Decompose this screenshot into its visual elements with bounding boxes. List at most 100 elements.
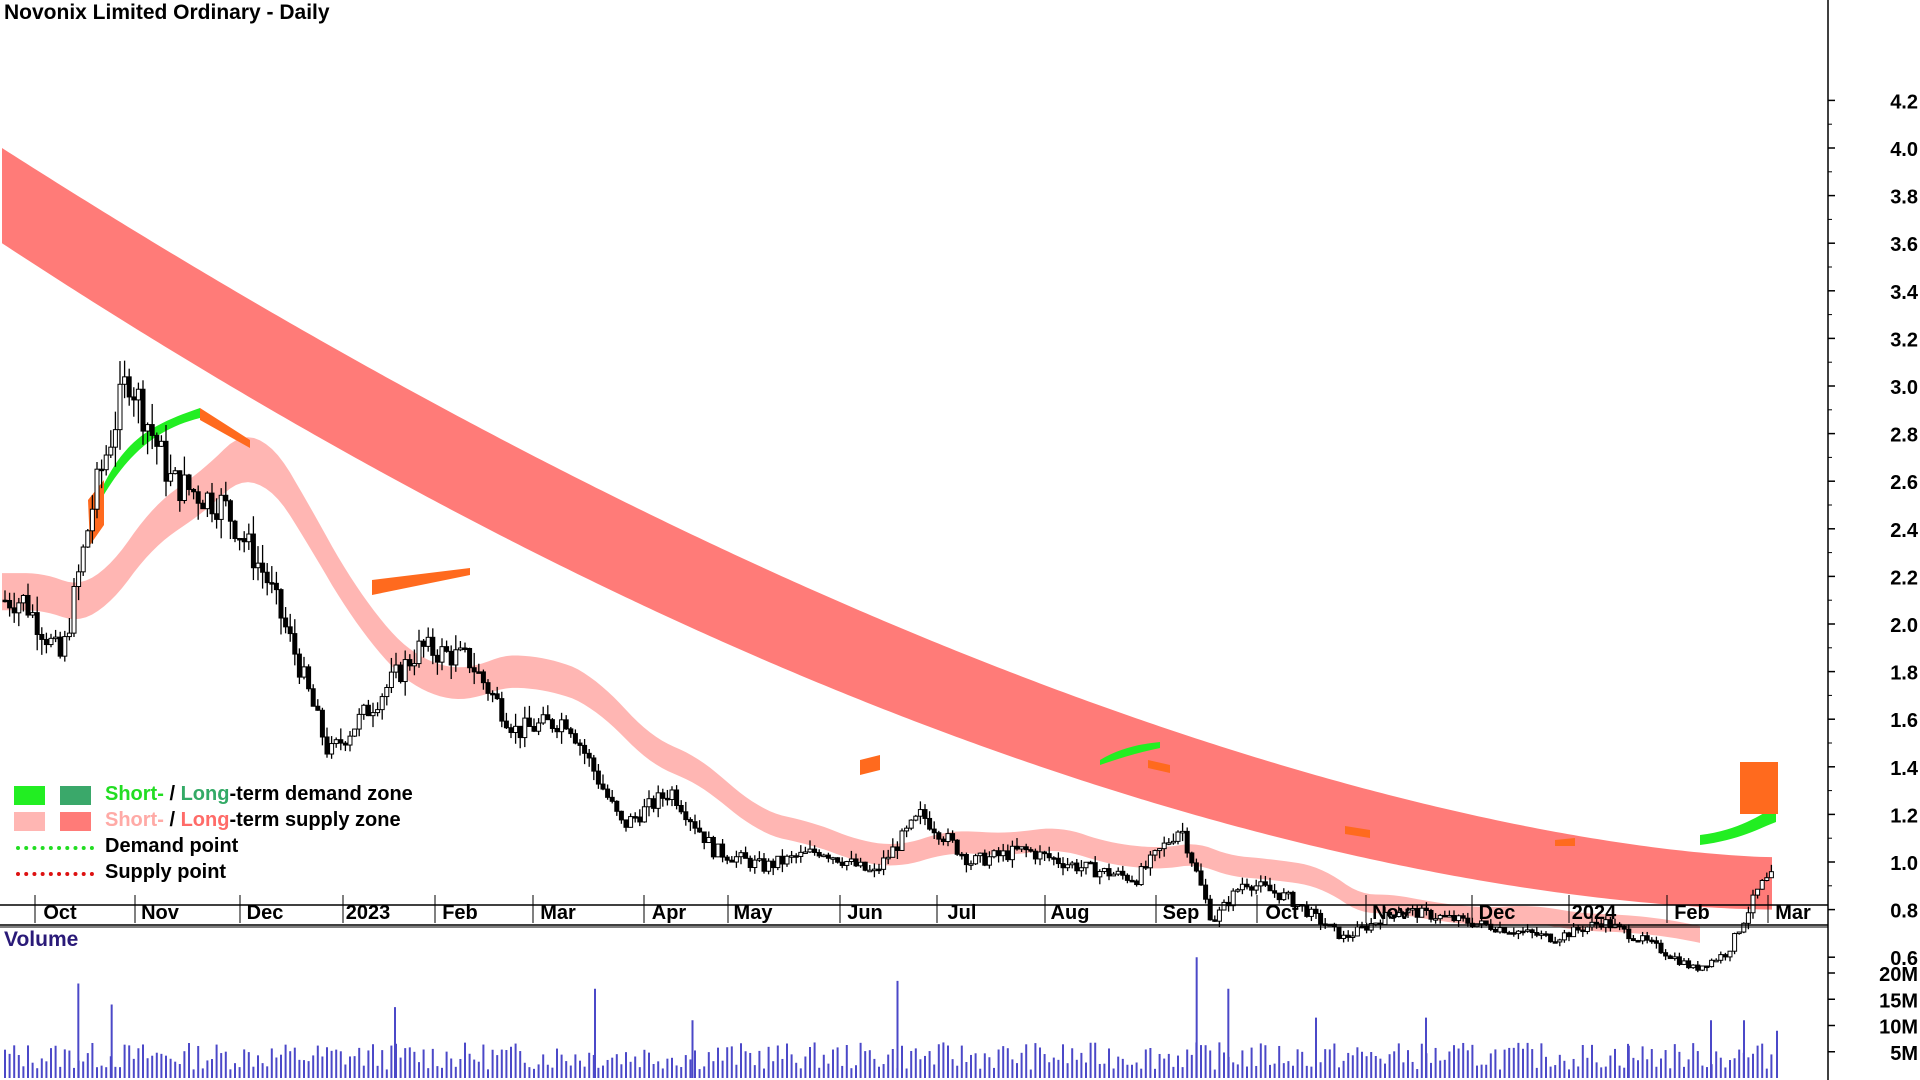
candle-body [352,728,358,737]
candle [687,817,693,831]
candle [1207,894,1213,921]
candle-body [1308,908,1314,917]
candle-body [982,852,988,866]
candle [1046,846,1052,862]
candle [720,839,726,863]
candle [1092,856,1098,878]
candle [605,784,611,800]
candle [11,592,17,623]
candle [1166,838,1172,846]
candle-body [1571,926,1577,938]
candle-body [135,388,141,401]
candle-body [835,857,841,863]
candle-body [195,491,201,504]
candle-body [16,602,22,614]
candle-body [1690,964,1696,969]
candle-body [1442,914,1448,918]
candle [1180,822,1186,842]
candle-body [1718,954,1724,961]
candle [1239,877,1245,895]
y-tick-label: 0.8 [1890,901,1918,923]
candle-body [315,705,321,711]
candle [1722,952,1728,961]
candle [444,640,450,653]
candle-body [1267,884,1273,892]
candle [223,481,229,507]
candle [959,851,965,860]
candle [1561,929,1567,943]
candle-body [384,687,390,698]
candle-body [1051,857,1057,860]
candle-body [342,742,348,746]
candle [683,801,689,826]
candle-body [296,653,302,678]
y-tick-label: 2.6 [1890,472,1918,494]
candle [1663,949,1669,961]
vol-tick-label: 5M [1890,1043,1918,1065]
candle [287,613,293,642]
y-tick-label: 1.4 [1890,758,1919,780]
candle-body [1525,929,1531,932]
candle [94,462,100,519]
candle-body [591,757,597,772]
candle [1281,888,1287,901]
candle-body [605,788,611,798]
candle-body [646,798,652,808]
candle [1396,906,1402,918]
candle [1557,938,1563,947]
candle-body [913,815,919,821]
candle-body [632,816,638,819]
candle [306,664,312,692]
candle [1768,864,1774,879]
candle [1083,861,1089,875]
candle-body [1492,928,1498,933]
candle-body [531,725,537,732]
candle [384,684,390,706]
candle-body [1253,885,1259,891]
candle [453,635,459,672]
y-tick-label: 1.6 [1890,710,1918,732]
candle-body [1161,842,1167,850]
candle-body [628,816,634,828]
y-tick-label: 1.8 [1890,663,1918,685]
candle [1341,930,1347,943]
candle [227,499,233,540]
candle-body [1584,926,1590,932]
candle-body [241,538,247,543]
candle-body [549,719,555,729]
candle-body [862,861,868,871]
candle [1235,888,1241,893]
candle-body [1566,932,1572,938]
candle [112,411,118,467]
candle [982,849,988,867]
candle-body [1750,894,1756,914]
candle-body [1138,866,1144,886]
candle-body [273,582,279,591]
candle [7,592,13,617]
candle-body [991,850,997,858]
candle [664,789,670,806]
candle-body [94,468,100,510]
candle [752,855,758,874]
x-tick-label: Oct [43,902,77,924]
candle-body [536,722,542,732]
candle-body [743,852,749,859]
candle [411,649,417,676]
candle-body [798,851,804,857]
candle-body [651,798,657,809]
candle [1074,858,1080,875]
candle [1506,930,1512,935]
candle-body [1511,932,1517,935]
candle-body [204,492,210,510]
candle [1676,952,1682,966]
candle-body [917,809,923,817]
candle-body [1345,934,1351,938]
candle [1285,890,1291,900]
candle-body [1207,898,1213,921]
candle [16,597,22,627]
candle-body [1147,854,1153,869]
candle-body [227,500,233,522]
candle-body [1736,931,1742,935]
candle [494,686,500,700]
